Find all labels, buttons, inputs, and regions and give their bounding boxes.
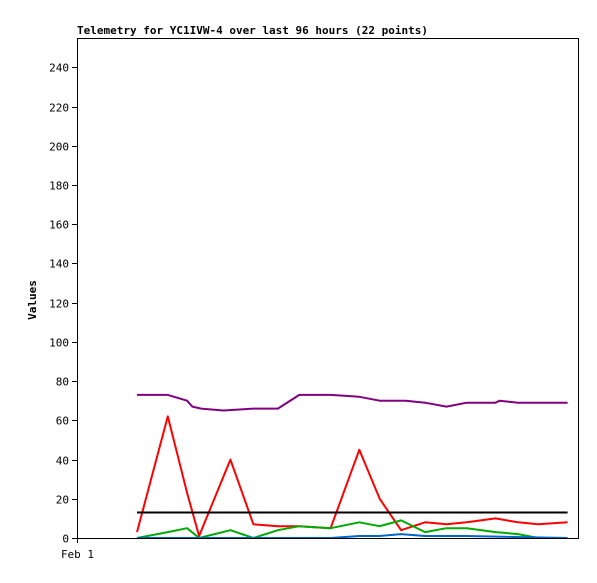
y-tick-label: 240 <box>49 62 69 75</box>
y-tick-label: 200 <box>49 141 69 154</box>
y-axis-label: Values <box>26 280 39 320</box>
series-line-5 <box>137 533 568 539</box>
y-tick-label: 80 <box>56 376 69 389</box>
series-line-3 <box>136 519 539 539</box>
y-tick-label: 220 <box>49 102 69 115</box>
x-tick-label: Feb 1 <box>61 548 94 561</box>
y-tick-label: 180 <box>49 180 69 193</box>
y-tick-label: 40 <box>56 455 69 468</box>
series-line-2 <box>136 415 568 537</box>
y-tick-label: 160 <box>49 219 69 232</box>
y-tick-label: 120 <box>49 298 69 311</box>
chart-title: Telemetry for YC1IVW-4 over last 96 hour… <box>77 24 428 37</box>
y-tick-label: 20 <box>56 494 69 507</box>
y-tick-label: 100 <box>49 337 69 350</box>
y-tick-label: 60 <box>56 415 69 428</box>
y-tick-label: 0 <box>62 533 69 546</box>
y-tick-label: 140 <box>49 258 69 271</box>
series-layer <box>136 393 568 539</box>
series-line-1 <box>137 393 568 412</box>
y-axis: 0 20 40 60 80 100 120 140 160 180 200 220 240 <box>49 62 77 546</box>
plot-frame <box>77 38 579 539</box>
